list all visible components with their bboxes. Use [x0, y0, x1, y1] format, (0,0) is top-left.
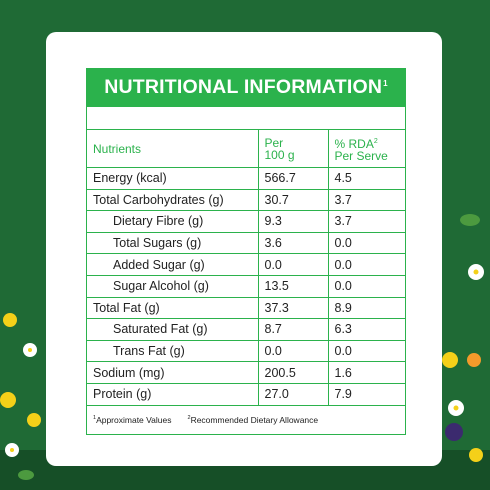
rda-value: 3.7 — [327, 188, 405, 211]
nutrient-name: Total Carbohydrates (g) — [87, 188, 258, 211]
nutrient-name: Protein (g) — [87, 382, 258, 405]
footnote-approximate: 1Approximate Values — [93, 414, 172, 425]
footnotes: 1Approximate Values 2Recommended Dietary… — [87, 404, 405, 434]
rda-value: 0.0 — [327, 231, 405, 254]
rda-value: 3.7 — [327, 210, 405, 233]
table-row: Total Sugars (g) 3.6 0.0 — [87, 231, 405, 254]
rda-value: 8.9 — [327, 296, 405, 319]
nutrient-name: Energy (kcal) — [87, 167, 258, 190]
nutrient-name: Total Sugars (g) — [87, 231, 258, 254]
rda-value: 7.9 — [327, 382, 405, 405]
nutrient-name: Sodium (mg) — [87, 361, 258, 384]
table-row: Trans Fat (g) 0.0 0.0 — [87, 339, 405, 362]
nutrient-name: Added Sugar (g) — [87, 253, 258, 276]
title-spacer-row — [87, 106, 405, 129]
per-100g-value: 200.5 — [257, 361, 328, 384]
per-100g-value: 0.0 — [257, 339, 328, 362]
table-row: Dietary Fibre (g) 9.3 3.7 — [87, 210, 405, 233]
col-header-per-100g: Per 100 g — [257, 129, 328, 168]
per-line1: Per — [264, 135, 284, 150]
rda-value: 0.0 — [327, 253, 405, 276]
per-100g-value: 9.3 — [257, 210, 328, 233]
per-100g-value: 13.5 — [257, 274, 328, 298]
col-header-rda: % RDA2 Per Serve — [327, 129, 405, 168]
table-row: Sodium (mg) 200.5 1.6 — [87, 361, 405, 384]
table-row: Added Sugar (g) 0.0 0.0 — [87, 253, 405, 276]
nutrient-name: Dietary Fibre (g) — [87, 210, 258, 233]
rda-line1: % RDA — [334, 136, 374, 151]
per-100g-value: 30.7 — [257, 188, 328, 211]
nutrient-name: Sugar Alcohol (g) — [87, 274, 258, 298]
per-100g-value: 0.0 — [257, 253, 328, 276]
table-title-text: NUTRITIONAL INFORMATION — [104, 76, 383, 98]
nutrition-table: NUTRITIONAL INFORMATION 1 Nutrients Per 1… — [86, 68, 406, 435]
rda-value: 0.0 — [327, 339, 405, 362]
table-title: NUTRITIONAL INFORMATION 1 — [87, 69, 405, 106]
per-100g-value: 27.0 — [257, 382, 328, 405]
flowers-left-decoration — [0, 313, 41, 480]
rda-line2: Per Serve — [334, 148, 388, 163]
table-row: Total Fat (g) 37.3 8.9 — [87, 296, 405, 319]
table-row: Saturated Fat (g) 8.7 6.3 — [87, 318, 405, 341]
rda-value: 0.0 — [327, 274, 405, 298]
column-header-row: Nutrients Per 100 g % RDA2 Per Serve — [87, 129, 405, 168]
per-100g-value: 37.3 — [257, 296, 328, 319]
per-100g-value: 3.6 — [257, 231, 328, 254]
table-row: Energy (kcal) 566.7 4.5 — [87, 167, 405, 190]
nutrient-name: Trans Fat (g) — [87, 339, 258, 362]
table-row: Total Carbohydrates (g) 30.7 3.7 — [87, 188, 405, 211]
table-row: Sugar Alcohol (g) 13.5 0.0 — [87, 274, 405, 298]
title-footnote-mark: 1 — [383, 79, 388, 88]
table-row: Protein (g) 27.0 7.9 — [87, 382, 405, 405]
per-line2: 100 g — [264, 147, 295, 162]
rda-value: 4.5 — [327, 167, 405, 190]
rda-footnote-mark: 2 — [373, 137, 378, 145]
nutrient-name: Saturated Fat (g) — [87, 318, 258, 341]
rda-value: 6.3 — [327, 318, 405, 341]
nutrient-name: Total Fat (g) — [87, 296, 258, 319]
per-100g-value: 566.7 — [257, 167, 328, 190]
rda-value: 1.6 — [327, 361, 405, 384]
col-header-nutrients: Nutrients — [87, 129, 258, 168]
flowers-right-decoration — [442, 214, 484, 462]
per-100g-value: 8.7 — [257, 318, 328, 341]
footnote-rda: 2Recommended Dietary Allowance — [187, 414, 319, 425]
